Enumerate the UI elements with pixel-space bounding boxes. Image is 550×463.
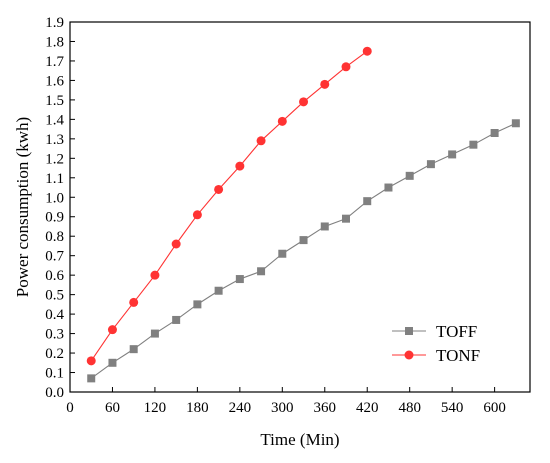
x-axis-ticks: 0 60 120 180 240 300 360 420 480 540 600 [66, 387, 506, 416]
data-point-tonf [171, 239, 181, 249]
series-layer [86, 46, 520, 383]
y-tick-label: 1.2 [45, 151, 64, 167]
legend-label-tonf: TONF [436, 346, 480, 365]
y-tick-label: 0.7 [45, 249, 64, 265]
data-point-toff [405, 171, 414, 180]
y-tick-label: 0.9 [45, 210, 64, 226]
data-point-toff [87, 374, 96, 383]
y-tick-label: 1.8 [45, 34, 64, 50]
x-tick-label: 360 [314, 400, 337, 416]
y-tick-label: 1.7 [45, 54, 64, 70]
y-tick-label: 1.4 [45, 112, 64, 128]
data-point-toff [214, 286, 223, 295]
data-point-toff [511, 119, 520, 128]
data-point-toff [320, 222, 329, 231]
data-point-tonf [235, 161, 245, 171]
data-point-toff [448, 150, 457, 159]
x-tick-label: 120 [144, 400, 167, 416]
data-point-tonf [299, 97, 309, 107]
data-point-toff [150, 329, 159, 338]
y-tick-label: 1.3 [45, 132, 64, 148]
y-tick-label: 0.0 [45, 385, 64, 401]
data-point-tonf [320, 79, 330, 89]
y-axis-ticks: 0.0 0.1 0.2 0.3 0.4 0.5 0.6 0.7 0.8 0.9 1.0 1.1 1.2 1… [45, 15, 75, 401]
y-tick-label: 0.1 [45, 366, 64, 382]
data-point-tonf [214, 184, 224, 194]
data-point-toff [490, 129, 499, 137]
x-tick-label: 60 [105, 400, 120, 416]
x-tick-label: 480 [398, 400, 421, 416]
data-point-tonf [277, 116, 287, 126]
legend: TOFF TONF [392, 322, 480, 365]
legend-marker-toff [405, 327, 413, 335]
data-point-toff [193, 300, 202, 309]
data-point-tonf [86, 356, 96, 366]
legend-marker-tonf [404, 350, 414, 360]
data-point-toff [278, 249, 287, 258]
data-point-toff [129, 345, 138, 354]
y-axis-title: Power consumption (kwh) [13, 117, 32, 297]
y-tick-label: 1.6 [45, 73, 64, 89]
y-tick-label: 0.6 [45, 268, 64, 284]
y-tick-label: 1.9 [45, 15, 64, 31]
data-point-toff [384, 183, 393, 192]
data-point-toff [469, 140, 478, 149]
y-tick-label: 0.2 [45, 346, 64, 362]
y-tick-label: 0.3 [45, 327, 64, 343]
y-tick-label: 1.0 [45, 190, 64, 206]
series-line-tonf [90, 50, 368, 362]
x-tick-label: 300 [271, 400, 294, 416]
data-point-tonf [341, 62, 351, 72]
y-tick-label: 0.5 [45, 288, 64, 304]
x-tick-label: 0 [66, 400, 74, 416]
y-tick-label: 0.4 [45, 307, 64, 323]
data-point-tonf [107, 325, 117, 335]
legend-label-toff: TOFF [436, 322, 477, 341]
plot-frame [69, 21, 531, 393]
data-point-toff [108, 358, 117, 367]
y-tick-label: 1.1 [45, 171, 64, 187]
data-point-tonf [362, 46, 372, 56]
data-point-tonf [192, 210, 202, 220]
data-point-toff [426, 160, 435, 169]
x-tick-label: 240 [229, 400, 252, 416]
data-point-toff [257, 267, 266, 276]
data-point-tonf [129, 297, 139, 307]
data-point-tonf [150, 270, 160, 280]
x-tick-label: 420 [356, 400, 379, 416]
x-axis-title: Time (Min) [260, 430, 339, 449]
data-point-tonf [256, 136, 266, 146]
y-tick-label: 0.8 [45, 229, 64, 245]
data-point-toff [363, 197, 372, 206]
y-tick-label: 1.5 [45, 93, 64, 109]
data-point-toff [299, 236, 308, 245]
x-tick-label: 600 [483, 400, 506, 416]
x-tick-label: 540 [441, 400, 464, 416]
data-point-toff [235, 275, 244, 284]
x-tick-label: 180 [186, 400, 209, 416]
data-point-toff [172, 315, 181, 324]
data-point-toff [342, 214, 350, 223]
